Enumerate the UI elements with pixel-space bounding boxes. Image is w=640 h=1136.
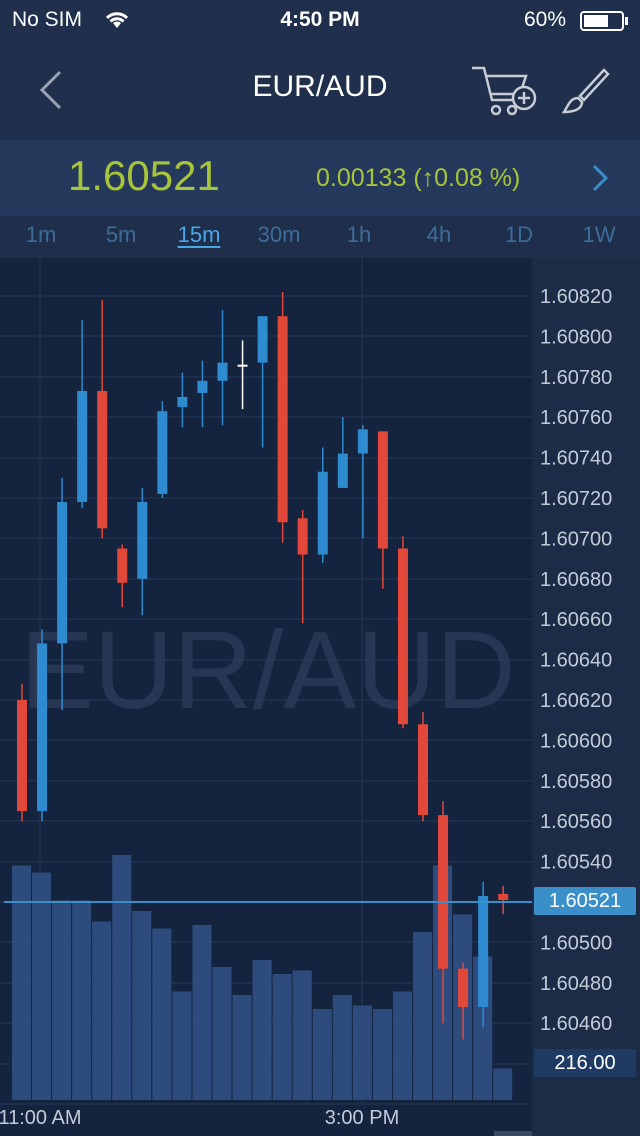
candle-body — [458, 968, 469, 1008]
current-volume-label: 216.00 — [534, 1049, 636, 1077]
tab-5m[interactable]: 5m — [105, 222, 137, 247]
y-tick-label: 1.60780 — [540, 367, 612, 389]
candle-body — [97, 390, 108, 529]
brush-icon[interactable] — [558, 66, 610, 118]
y-tick-label: 1.60820 — [540, 286, 612, 308]
volume-bar — [392, 991, 412, 1100]
volume-bar — [192, 925, 212, 1100]
candle-body — [397, 548, 408, 725]
y-tick-label: 1.60620 — [540, 690, 612, 712]
candle-body — [377, 431, 388, 549]
chart-watermark: EUR/AUD — [20, 609, 515, 732]
candlestick-chart[interactable]: EUR/AUD 1.60820 1.60800 1.60780 1.60760 1.60… — [0, 258, 640, 1136]
volume-bar — [252, 960, 272, 1100]
tab-30m[interactable]: 30m — [257, 222, 301, 247]
y-tick-label: 1.60700 — [540, 528, 612, 550]
volume-bar — [172, 991, 192, 1100]
volume-bar — [132, 911, 152, 1100]
candle-body — [137, 502, 148, 579]
current-price: 1.60521 — [68, 152, 220, 199]
volume-bar — [12, 865, 31, 1100]
y-tick-label: 1.60580 — [540, 771, 612, 793]
volume-bar — [92, 921, 112, 1100]
y-tick-label: 1.60640 — [540, 650, 612, 672]
current-price-label: 1.60521 — [534, 887, 636, 915]
y-tick-label: 1.60760 — [540, 407, 612, 429]
candle-body — [217, 362, 228, 381]
quote-bar[interactable]: 1.60521 0.00133 (↑0.08 %) — [0, 140, 640, 216]
volume-bar — [112, 855, 132, 1100]
cart-add-icon[interactable] — [470, 62, 540, 120]
wifi-icon — [104, 10, 130, 36]
chevron-right-icon[interactable] — [588, 162, 612, 199]
tab-4h[interactable]: 4h — [426, 222, 452, 247]
back-icon[interactable] — [36, 68, 76, 112]
candle-body — [117, 548, 128, 583]
volume-bar — [493, 1068, 513, 1100]
candle-body — [478, 895, 489, 1008]
y-tick-label: 1.60660 — [540, 609, 612, 631]
volume-bar — [72, 900, 92, 1100]
volume-bar — [152, 928, 172, 1100]
y-tick-label: 1.60560 — [540, 811, 612, 833]
volume-bar — [52, 900, 72, 1100]
candle-body — [237, 364, 248, 367]
y-tick-label: 1.60540 — [540, 852, 612, 874]
scroll-handle[interactable] — [494, 1131, 532, 1136]
timeframe-tabs: 1m 5m 15m 30m 1h 4h 1D 1W — [0, 216, 640, 258]
candle-body — [57, 502, 68, 644]
candle-body — [297, 518, 308, 555]
y-tick-label: 1.60680 — [540, 569, 612, 591]
candle-body — [498, 893, 509, 900]
y-tick-label: 1.60500 — [540, 932, 612, 954]
candle-body — [17, 700, 27, 812]
candle-body — [317, 471, 328, 555]
y-tick-label: 1.60460 — [540, 1013, 612, 1035]
page-title: EUR/AUD — [252, 70, 388, 103]
price-axis — [532, 258, 640, 1136]
tab-1w[interactable]: 1W — [582, 222, 616, 247]
y-tick-label: 1.60600 — [540, 730, 612, 752]
y-tick-label: 1.60720 — [540, 488, 612, 510]
tab-1d[interactable]: 1D — [504, 222, 534, 247]
price-change: 0.00133 (↑0.08 %) — [316, 164, 521, 192]
volume-bar — [312, 1009, 332, 1100]
y-tick-label: 1.60740 — [540, 448, 612, 470]
tab-1m[interactable]: 1m — [25, 222, 57, 247]
nav-bar: EUR/AUD — [0, 40, 640, 140]
volume-bar — [212, 967, 232, 1100]
volume-bar — [332, 995, 352, 1100]
candle-body — [438, 815, 449, 969]
x-tick-label: 3:00 PM — [325, 1107, 399, 1129]
carrier-label: No SIM — [12, 8, 83, 31]
candle-body — [77, 390, 88, 503]
candle-body — [177, 397, 188, 408]
volume-bar — [32, 872, 52, 1100]
candle-body — [157, 411, 168, 494]
candle-body — [257, 316, 268, 363]
volume-bar — [272, 974, 292, 1100]
tab-1h[interactable]: 1h — [346, 222, 372, 247]
battery-label: 60% — [524, 8, 567, 31]
volume-bar — [292, 970, 312, 1100]
candle-body — [418, 724, 428, 816]
battery-icon — [580, 11, 630, 37]
candle-body — [337, 453, 348, 488]
volume-bar — [232, 995, 252, 1100]
candle-body — [37, 643, 48, 812]
y-tick-label: 1.60480 — [540, 973, 612, 995]
tab-15m[interactable]: 15m — [177, 222, 221, 247]
x-tick-label: 11:00 AM — [0, 1107, 82, 1129]
volume-bar — [413, 932, 432, 1100]
candle-body — [277, 316, 288, 523]
y-tick-label: 1.60800 — [540, 326, 612, 348]
volume-bar — [352, 1005, 372, 1100]
clock: 4:50 PM — [280, 8, 360, 31]
volume-bar — [372, 1009, 392, 1100]
status-bar: No SIM 4:50 PM 60% — [0, 0, 640, 40]
candle-body — [197, 380, 208, 393]
candle-body — [357, 429, 368, 454]
